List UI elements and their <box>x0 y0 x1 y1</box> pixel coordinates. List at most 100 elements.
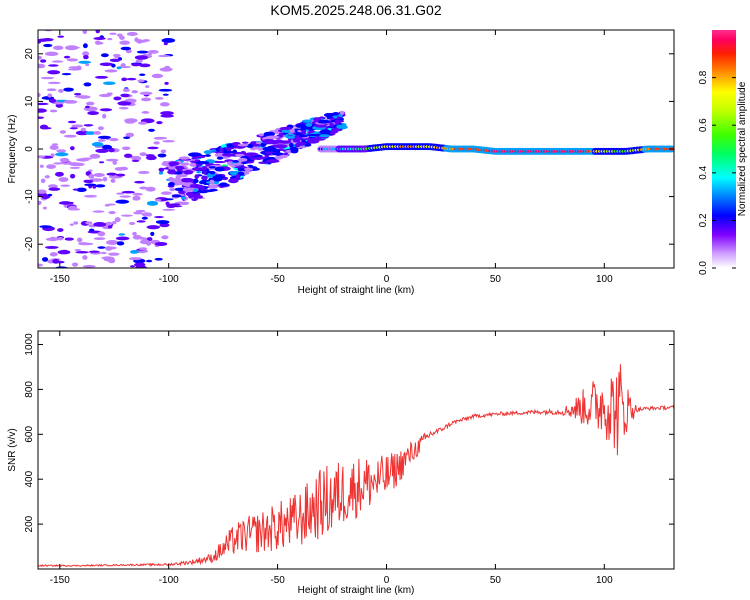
noise-blob <box>137 170 150 174</box>
noise-blob <box>160 149 167 154</box>
noise-blob <box>212 175 226 179</box>
noise-blob <box>82 43 88 49</box>
noise-blob <box>145 186 156 192</box>
noise-blob <box>87 111 99 116</box>
xtick-label: 100 <box>596 575 613 586</box>
noise-blob <box>161 235 169 240</box>
noise-blob <box>40 76 55 80</box>
noise-blob <box>209 170 216 175</box>
noise-blob <box>131 63 141 67</box>
noise-blob <box>60 184 71 187</box>
noise-blob <box>306 133 321 137</box>
noise-blob <box>83 82 92 87</box>
noise-blob <box>119 40 130 45</box>
noise-blob <box>153 141 160 145</box>
noise-blob <box>201 175 208 181</box>
noise-blob <box>121 190 135 194</box>
noise-blob <box>51 60 64 63</box>
noise-blob <box>136 220 146 223</box>
noise-blob <box>126 77 137 81</box>
noise-blob <box>255 156 268 160</box>
noise-blob <box>67 68 82 71</box>
noise-blob <box>99 108 113 112</box>
noise-blob <box>241 141 249 144</box>
noise-blob <box>261 143 267 147</box>
noise-blob <box>43 43 53 48</box>
noise-blob <box>38 102 49 106</box>
snr-line-group <box>38 364 674 568</box>
noise-blob <box>40 59 47 63</box>
noise-blob <box>46 88 57 92</box>
noise-blob <box>39 225 52 228</box>
noise-blob <box>160 111 174 116</box>
noise-blob <box>146 259 153 263</box>
ytick-label: 0 <box>24 146 35 152</box>
noise-blob <box>132 195 141 201</box>
noise-blob <box>118 233 126 236</box>
noise-blob <box>73 221 79 225</box>
noise-blob <box>39 124 49 130</box>
noise-blob <box>40 178 46 184</box>
noise-blob <box>88 174 95 179</box>
snr-background <box>38 331 674 569</box>
noise-blob <box>71 124 84 128</box>
noise-blob <box>114 167 124 171</box>
noise-blob <box>61 72 72 76</box>
noise-blob <box>168 203 181 206</box>
noise-blob <box>195 160 210 165</box>
noise-blob <box>55 152 69 157</box>
noise-blob <box>78 242 90 246</box>
noise-blob <box>42 257 49 262</box>
noise-blob <box>52 259 60 264</box>
noise-blob <box>48 184 58 189</box>
noise-blob <box>140 97 152 102</box>
noise-blob <box>298 134 308 138</box>
noise-blob <box>181 196 186 200</box>
colorbar: 0.0 0.2 0.4 0.6 0.8 Normalized spectral ampl… <box>698 30 748 275</box>
noise-blob <box>64 237 74 241</box>
noise-blob <box>97 139 106 142</box>
noise-blob <box>157 54 171 58</box>
snr-ylabel: SNR (v/v) <box>7 428 18 471</box>
noise-blob <box>266 159 280 163</box>
noise-blob <box>107 37 113 41</box>
noise-blob <box>38 263 44 267</box>
noise-blob <box>164 198 174 201</box>
noise-blob <box>301 129 307 135</box>
noise-blob <box>145 85 150 89</box>
noise-blob <box>336 124 343 129</box>
colorbar-tick-label: 0.0 <box>698 261 709 275</box>
noise-blob <box>115 199 130 204</box>
noise-blob <box>150 231 155 236</box>
noise-blob <box>97 135 112 140</box>
noise-blob <box>196 171 201 174</box>
noise-blob <box>74 248 82 252</box>
colorbar-tick-label: 0.4 <box>698 165 709 179</box>
noise-blob <box>120 63 126 68</box>
noise-blob <box>124 153 133 158</box>
noise-blob <box>155 220 170 225</box>
noise-blob <box>53 162 63 165</box>
noise-blob <box>69 127 78 130</box>
noise-blob <box>50 153 55 157</box>
noise-blob <box>117 101 132 106</box>
noise-blob <box>56 149 67 153</box>
noise-blob <box>100 53 109 58</box>
noise-blob <box>38 92 41 98</box>
noise-blob <box>158 171 164 175</box>
noise-blob <box>234 166 248 169</box>
noise-blob <box>138 247 148 251</box>
noise-blob <box>289 142 294 148</box>
noise-blob <box>58 89 64 93</box>
colorbar-tick-label: 0.8 <box>698 70 709 84</box>
noise-blob <box>222 153 236 157</box>
noise-blob <box>38 116 45 119</box>
noise-blob <box>49 252 58 257</box>
noise-blob <box>153 136 165 140</box>
noise-blob <box>103 81 116 85</box>
noise-blob <box>74 92 82 96</box>
noise-blob <box>232 159 239 163</box>
noise-blob <box>216 156 224 160</box>
xtick-label: -100 <box>159 575 179 586</box>
ytick-label: -10 <box>24 189 35 204</box>
